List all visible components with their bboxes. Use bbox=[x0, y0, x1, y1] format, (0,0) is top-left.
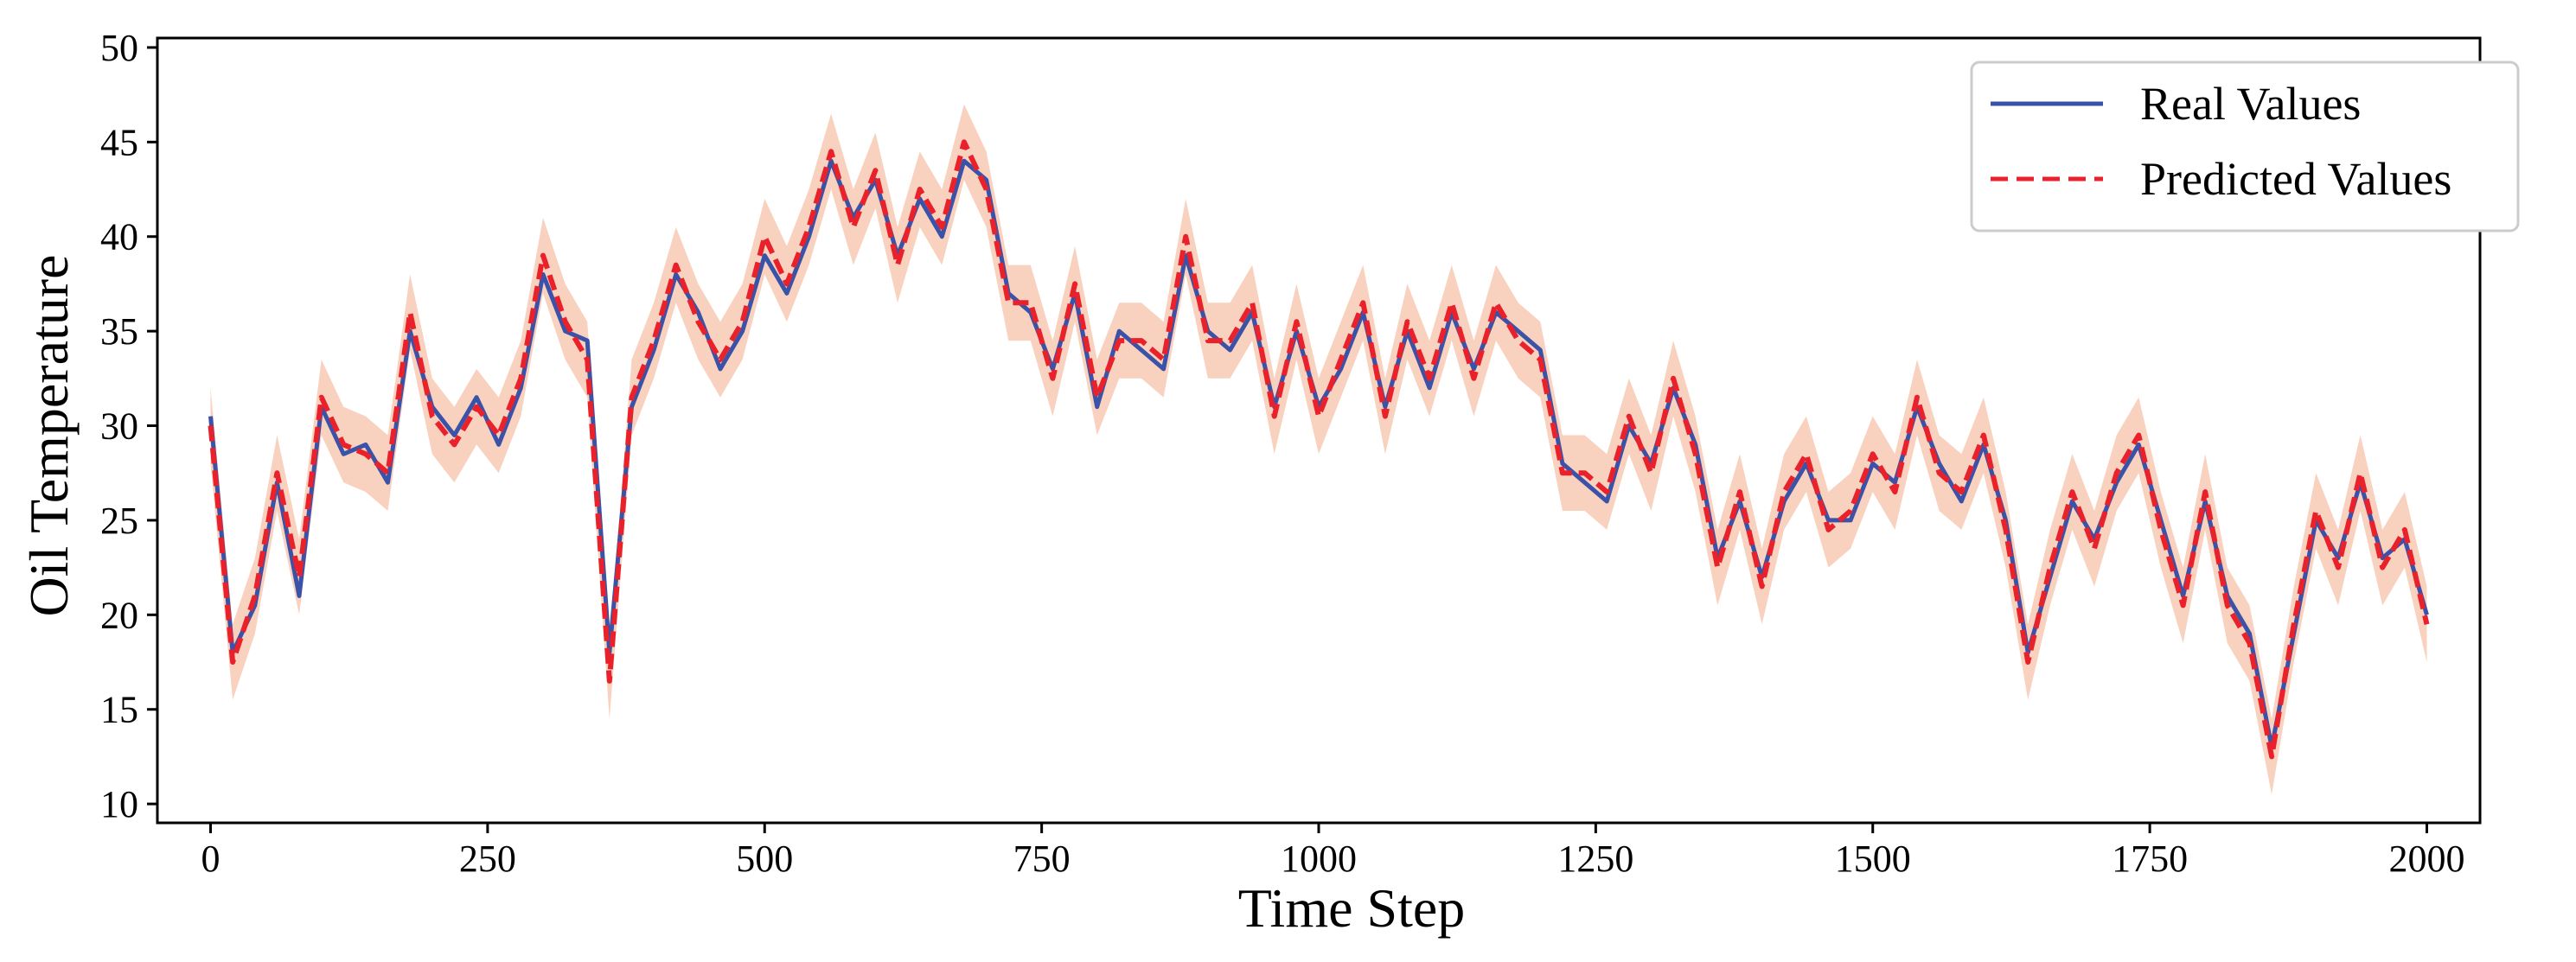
axes: 0 250 500 750 1000 1250 1500 1750 2000 10 15 20 25 30… bbox=[100, 27, 2482, 880]
x-tick-label: 1250 bbox=[1557, 838, 1633, 880]
y-tick-label: 25 bbox=[100, 500, 138, 542]
x-tick-label: 1500 bbox=[1835, 838, 1911, 880]
y-tick-label: 40 bbox=[100, 216, 138, 258]
x-tick-label: 500 bbox=[736, 838, 793, 880]
y-tick-label: 45 bbox=[100, 121, 138, 163]
x-tick-label: 0 bbox=[201, 838, 221, 880]
y-tick-label: 10 bbox=[100, 783, 138, 825]
legend-label-predicted: Predicted Values bbox=[2140, 153, 2451, 205]
y-tick-label: 30 bbox=[100, 405, 138, 448]
legend: Real Values Predicted Values bbox=[1970, 61, 2520, 233]
x-tick-label: 750 bbox=[1013, 838, 1071, 880]
prediction-band bbox=[210, 104, 2427, 795]
series-line-predicted bbox=[208, 139, 2430, 760]
legend-label-real: Real Values bbox=[2140, 78, 2361, 130]
y-tick-label: 35 bbox=[100, 310, 138, 353]
y-tick-label: 20 bbox=[100, 594, 138, 636]
x-tick-label: 2000 bbox=[2388, 838, 2464, 880]
y-tick-label: 15 bbox=[100, 689, 138, 731]
legend-box bbox=[1970, 61, 2520, 233]
y-tick-label: 50 bbox=[100, 27, 138, 69]
x-tick-label: 1750 bbox=[2112, 838, 2188, 880]
plot-area bbox=[208, 104, 2430, 795]
x-tick-label: 250 bbox=[459, 838, 516, 880]
x-axis-label: Time Step bbox=[1238, 877, 1466, 939]
x-tick-label: 1000 bbox=[1281, 838, 1357, 880]
y-axis-label: Oil Temperature bbox=[18, 254, 80, 616]
